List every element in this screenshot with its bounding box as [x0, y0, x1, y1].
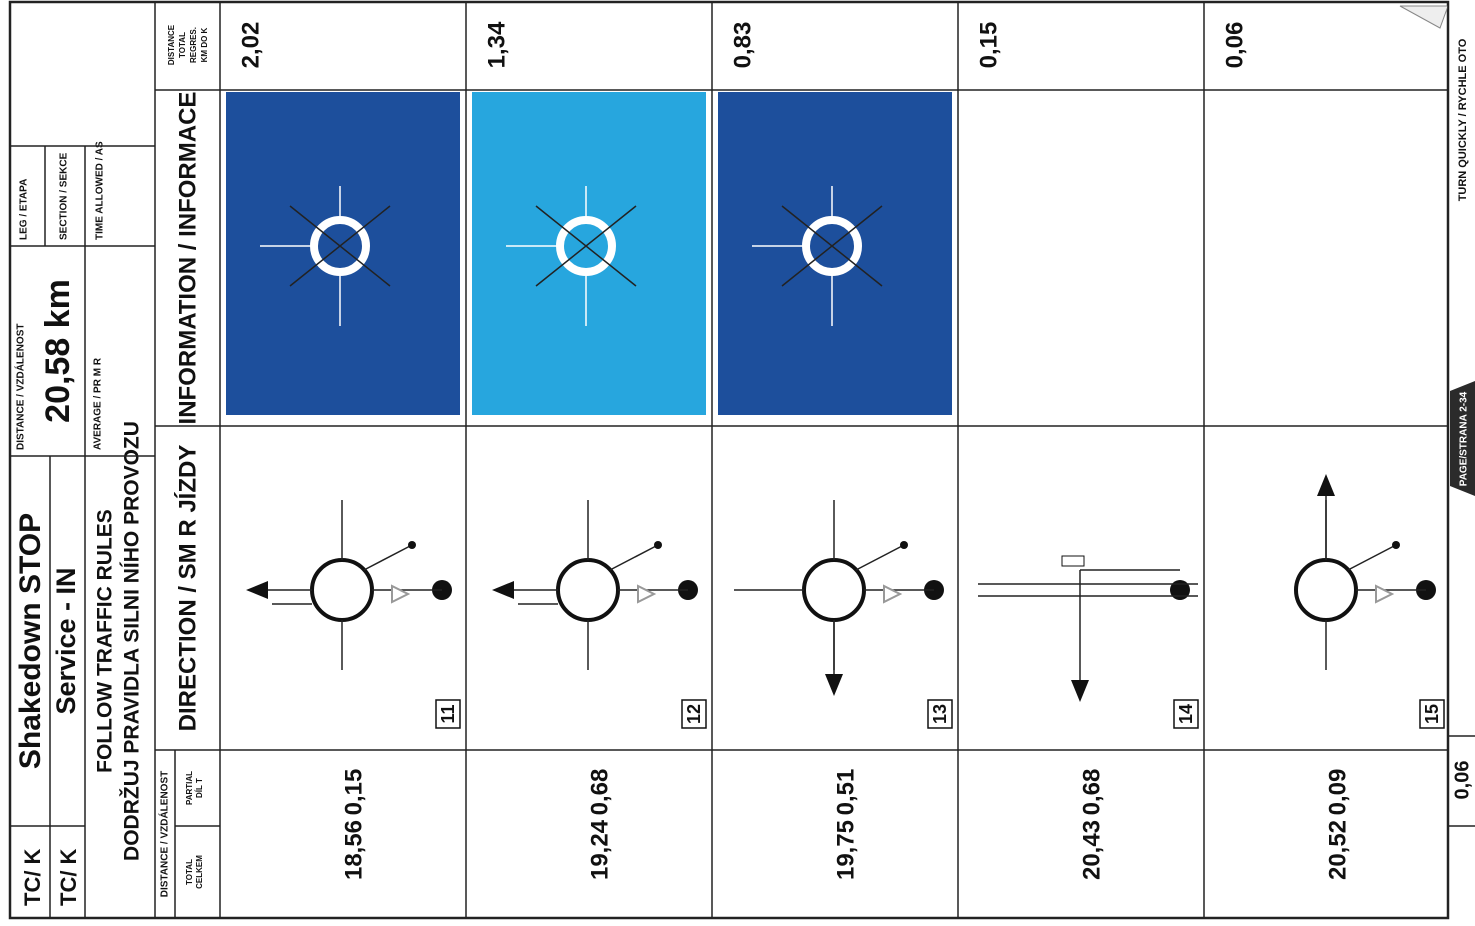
remaining-distance: 2,02: [237, 22, 264, 69]
box-number: 13: [930, 704, 950, 724]
page-curl: [1399, 5, 1449, 29]
sign-symbol: [506, 186, 637, 326]
column-header: DIRECTION / SM R JÍZDY: [173, 445, 201, 732]
info-sign: [226, 92, 460, 415]
tulip: [734, 500, 944, 696]
arrow-head: [246, 581, 268, 599]
minor-dot: [654, 541, 662, 549]
box-number: 14: [1176, 704, 1196, 724]
remaining-distance: 0,83: [729, 22, 756, 69]
tulip: [1294, 474, 1436, 670]
footer-partial: 0,06: [1451, 761, 1473, 800]
footer-note: TURN QUICKLY / RYCHLE OTO: [1457, 38, 1469, 201]
tulip: [246, 500, 452, 670]
partial-distance: 0,51: [832, 769, 859, 816]
info-sign: [472, 92, 706, 415]
page-number: PAGE/STRANA 2-34: [1459, 391, 1470, 486]
yield-sign: [1375, 584, 1395, 604]
rule: FOLLOW TRAFFIC RULES: [94, 509, 117, 773]
arrow-head: [825, 674, 843, 696]
time-label: TIME ALLOWED / AS: [95, 141, 106, 240]
entry-dot: [1170, 580, 1190, 600]
tc-label: TC/ K: [56, 848, 81, 906]
arrow-head: [1317, 474, 1335, 496]
roundabout: [1294, 558, 1358, 622]
box-number-frame: [435, 699, 461, 729]
box-number-frame: [927, 699, 953, 729]
title: Shakedown STOP: [14, 513, 47, 769]
rule-line: [1347, 544, 1397, 571]
sign-symbol: [260, 186, 391, 326]
column-header: DISTANCE / VZDÁLENOST: [158, 771, 171, 897]
column-sublabel: TOTAL: [178, 32, 187, 58]
box-number-frame: [681, 699, 707, 729]
rule-line: [609, 544, 659, 571]
column-sublabel: PARTIAL: [185, 771, 194, 805]
leg-label: LEG / ETAPA: [19, 179, 30, 240]
minor-dot: [408, 541, 416, 549]
column-sublabel: KM DO K: [200, 27, 209, 62]
subtitle: Service - IN: [51, 567, 81, 714]
column-sublabel: DÍL T: [195, 778, 204, 798]
column-sublabel: DISTANCE: [167, 24, 176, 65]
total-distance: 19,24: [586, 819, 613, 880]
roundabout: [802, 558, 866, 622]
remaining-distance: 1,34: [483, 21, 510, 68]
roundabout: [556, 558, 620, 622]
box-number: 11: [438, 704, 458, 723]
box-number: 15: [1422, 704, 1442, 724]
remaining-distance: 0,06: [1221, 22, 1248, 69]
tulip: [492, 500, 698, 670]
box-number: 12: [684, 704, 704, 724]
column-sublabel: REGRES.: [189, 27, 198, 63]
arrow-head: [492, 581, 514, 599]
section-label: SECTION / SEKCE: [59, 152, 70, 240]
yield-sign: [883, 584, 903, 604]
rule-line: [363, 544, 413, 571]
yield-sign: [391, 584, 411, 604]
total-distance: 20,52: [1324, 820, 1351, 880]
partial-distance: 0,15: [340, 769, 367, 816]
partial-distance: 0,09: [1324, 769, 1351, 816]
total-distance: 18,56: [340, 820, 367, 880]
rule-line: [535, 205, 637, 287]
yield-sign: [637, 584, 657, 604]
partial-distance: 0,68: [1078, 769, 1105, 816]
box-number-frame: [1419, 699, 1445, 729]
distance-label: DISTANCE / VZDÁLENOST: [14, 324, 27, 450]
arrow-head: [1071, 680, 1089, 702]
rule-line: [289, 205, 391, 287]
rule: DODRŽUJ PRAVIDLA SILNI NÍHO PROVOZU: [120, 421, 144, 861]
column-header: INFORMATION / INFORMACE: [174, 92, 201, 425]
signal: [1061, 555, 1085, 567]
page-tab: [1450, 381, 1475, 496]
minor-dot: [1392, 541, 1400, 549]
average-label: AVERAGE / PR M R: [93, 357, 104, 450]
tulip: [978, 555, 1198, 702]
column-sublabel: CELKEM: [195, 855, 204, 889]
column-sublabel: TOTAL: [185, 859, 194, 885]
box-number-frame: [1173, 699, 1199, 729]
distance: 20,58 km: [39, 279, 77, 423]
remaining-distance: 0,15: [975, 22, 1002, 69]
minor-dot: [900, 541, 908, 549]
rule-line: [781, 205, 883, 287]
total-distance: 20,43: [1078, 820, 1105, 880]
tc-label: TC/ K: [20, 848, 45, 906]
sign-symbol: [752, 186, 883, 326]
total-distance: 19,75: [832, 820, 859, 880]
roundabout: [310, 558, 374, 622]
partial-distance: 0,68: [586, 769, 613, 816]
info-sign: [718, 92, 952, 415]
rule-line: [855, 544, 905, 571]
